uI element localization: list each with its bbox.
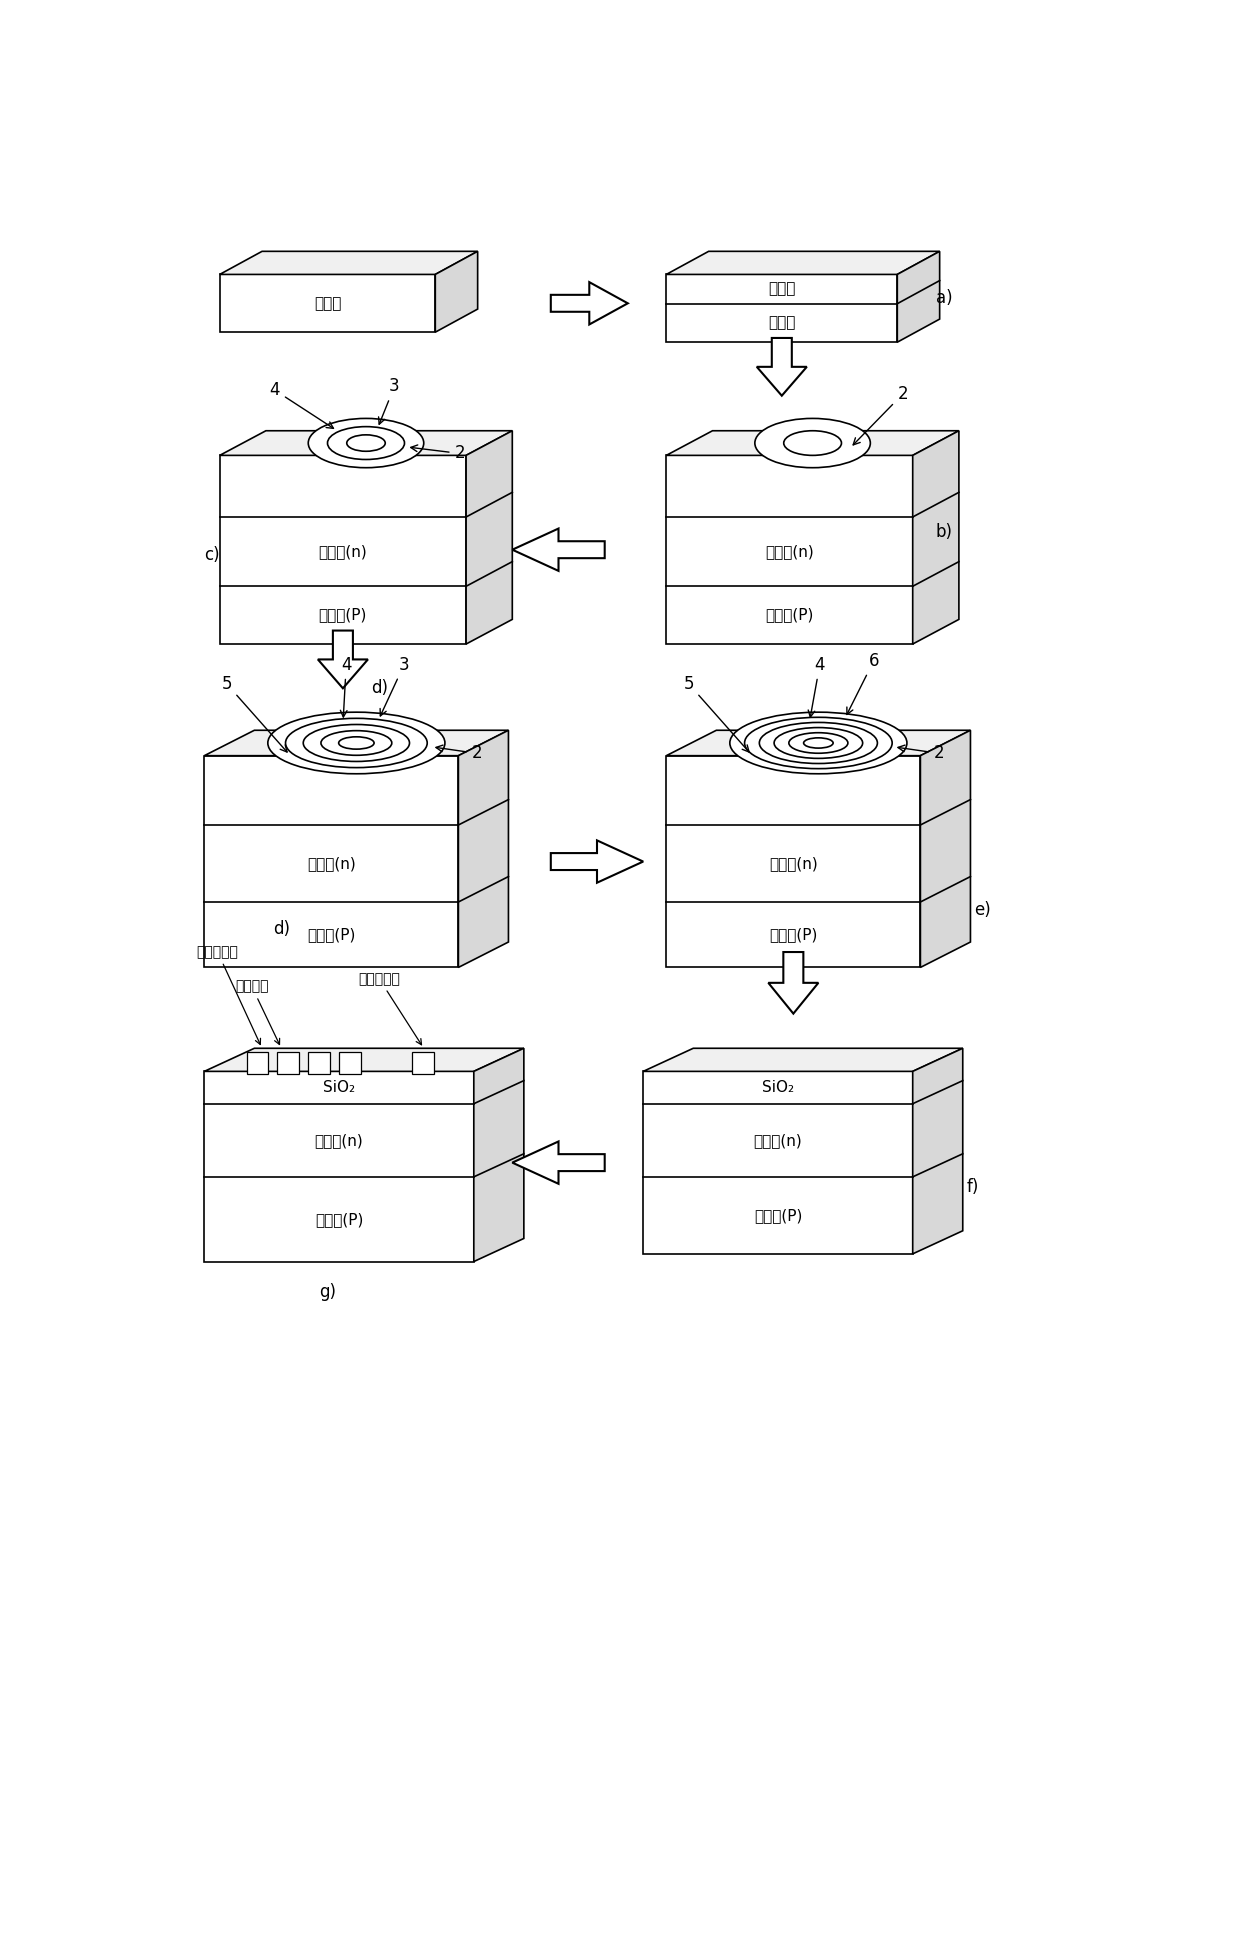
- Text: 2: 2: [436, 745, 482, 762]
- Text: 2: 2: [853, 385, 908, 445]
- Text: 硅衬底(P): 硅衬底(P): [754, 1209, 802, 1222]
- Text: 外延层(n): 外延层(n): [319, 543, 367, 559]
- Text: 外延层(n): 外延层(n): [765, 543, 813, 559]
- Polygon shape: [466, 431, 512, 644]
- Text: 2: 2: [898, 745, 945, 762]
- Text: 硅衬底(P): 硅衬底(P): [319, 607, 367, 623]
- Polygon shape: [219, 454, 466, 644]
- Ellipse shape: [304, 725, 409, 762]
- Polygon shape: [769, 952, 818, 1013]
- Polygon shape: [219, 251, 477, 275]
- Polygon shape: [666, 731, 971, 756]
- Text: 硅衬底(P): 硅衬底(P): [765, 607, 813, 623]
- Text: 4: 4: [340, 656, 351, 718]
- Bar: [412, 1052, 434, 1073]
- Text: 6: 6: [847, 652, 879, 714]
- Bar: [309, 1052, 330, 1073]
- Polygon shape: [219, 431, 512, 454]
- Text: 基区通孔: 基区通孔: [236, 979, 279, 1044]
- Text: 外延层(n): 外延层(n): [315, 1133, 363, 1147]
- Text: f): f): [967, 1178, 978, 1195]
- Polygon shape: [435, 251, 477, 333]
- Text: 5: 5: [683, 675, 749, 752]
- Polygon shape: [459, 731, 508, 967]
- Text: d): d): [273, 921, 290, 938]
- Polygon shape: [512, 528, 605, 571]
- Ellipse shape: [774, 727, 863, 758]
- Ellipse shape: [347, 435, 386, 451]
- Polygon shape: [205, 731, 508, 756]
- Ellipse shape: [268, 712, 445, 774]
- Polygon shape: [317, 630, 368, 689]
- Polygon shape: [913, 431, 959, 644]
- Text: 4: 4: [270, 381, 334, 427]
- Ellipse shape: [321, 731, 392, 756]
- Ellipse shape: [285, 718, 428, 768]
- Text: 外延层(n): 外延层(n): [754, 1133, 802, 1147]
- Text: 硅衬底(P): 硅衬底(P): [315, 1213, 363, 1226]
- Text: e): e): [975, 901, 991, 919]
- Polygon shape: [666, 756, 920, 967]
- Text: 硅衬底: 硅衬底: [768, 315, 796, 331]
- Bar: [339, 1052, 361, 1073]
- Ellipse shape: [789, 733, 848, 752]
- Polygon shape: [551, 841, 644, 882]
- Text: 集电区通孔: 集电区通孔: [358, 971, 422, 1044]
- Text: 4: 4: [808, 656, 825, 718]
- Text: SiO₂: SiO₂: [322, 1079, 355, 1095]
- Text: b): b): [936, 524, 952, 542]
- Polygon shape: [205, 1048, 523, 1071]
- Text: 3: 3: [378, 377, 399, 424]
- Polygon shape: [898, 251, 940, 342]
- Polygon shape: [756, 338, 807, 396]
- Text: 外延层(n): 外延层(n): [308, 857, 356, 870]
- Ellipse shape: [759, 723, 878, 764]
- Polygon shape: [666, 431, 959, 454]
- Polygon shape: [474, 1048, 523, 1261]
- Polygon shape: [644, 1048, 962, 1071]
- Polygon shape: [666, 454, 913, 644]
- Polygon shape: [913, 1048, 962, 1253]
- Polygon shape: [512, 1141, 605, 1184]
- Polygon shape: [205, 756, 459, 967]
- Text: g): g): [319, 1284, 336, 1302]
- Text: 外延层: 外延层: [768, 282, 796, 296]
- Text: 硅衬底(P): 硅衬底(P): [308, 926, 356, 942]
- Text: 外延层(n): 外延层(n): [769, 857, 817, 870]
- Ellipse shape: [744, 718, 892, 768]
- Text: 3: 3: [381, 656, 409, 716]
- Polygon shape: [551, 282, 627, 325]
- Text: d): d): [371, 679, 388, 696]
- Ellipse shape: [309, 418, 424, 468]
- Bar: [278, 1052, 299, 1073]
- Text: SiO₂: SiO₂: [761, 1079, 794, 1095]
- Bar: [247, 1052, 268, 1073]
- Polygon shape: [920, 731, 971, 967]
- Ellipse shape: [730, 712, 906, 774]
- Text: c): c): [205, 547, 219, 565]
- Text: 硅衬底: 硅衬底: [314, 296, 341, 311]
- Text: 发射区通孔: 发射区通孔: [197, 946, 260, 1044]
- Ellipse shape: [755, 418, 870, 468]
- Polygon shape: [666, 251, 940, 275]
- Ellipse shape: [804, 739, 833, 748]
- Polygon shape: [219, 275, 435, 333]
- Ellipse shape: [339, 737, 374, 748]
- Ellipse shape: [784, 431, 842, 454]
- Text: 2: 2: [410, 445, 465, 462]
- Ellipse shape: [327, 427, 404, 460]
- Text: a): a): [936, 288, 952, 306]
- Polygon shape: [205, 1071, 474, 1261]
- Polygon shape: [666, 275, 898, 342]
- Text: 5: 5: [222, 675, 288, 752]
- Text: 硅衬底(P): 硅衬底(P): [769, 926, 817, 942]
- Polygon shape: [644, 1071, 913, 1253]
